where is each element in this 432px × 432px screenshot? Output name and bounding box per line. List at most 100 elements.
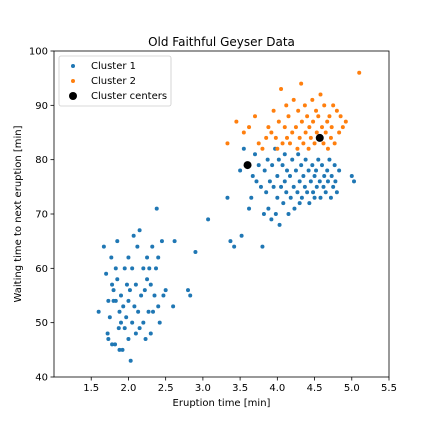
data-point-cluster-1 — [135, 244, 140, 249]
data-point-cluster-2 — [299, 119, 304, 124]
legend: Cluster 1 Cluster 2 Cluster centers — [58, 55, 172, 107]
data-point-cluster-1 — [239, 233, 244, 238]
data-point-cluster-1 — [297, 201, 302, 206]
data-point-cluster-2 — [296, 108, 301, 113]
data-point-cluster-1 — [297, 179, 302, 184]
data-point-cluster-2 — [325, 119, 330, 124]
y-tick-label: 90 — [35, 101, 48, 112]
data-point-cluster-2 — [275, 146, 280, 151]
data-point-cluster-1 — [312, 173, 317, 178]
data-point-cluster-2 — [337, 130, 342, 135]
data-point-cluster-1 — [154, 206, 159, 211]
data-point-cluster-1 — [137, 228, 142, 233]
data-point-cluster-1 — [148, 331, 153, 336]
data-point-cluster-1 — [284, 190, 289, 195]
data-point-cluster-1 — [113, 298, 118, 303]
data-point-cluster-1 — [141, 266, 146, 271]
data-point-cluster-1 — [126, 336, 131, 341]
data-point-cluster-1 — [146, 309, 151, 314]
data-point-cluster-2 — [310, 97, 315, 102]
data-point-cluster-1 — [249, 195, 254, 200]
x-tick-label: 3.0 — [195, 383, 211, 394]
data-point-cluster-1 — [250, 173, 255, 178]
data-point-cluster-1 — [282, 152, 287, 157]
data-point-cluster-2 — [340, 125, 345, 130]
data-point-cluster-2 — [327, 114, 332, 119]
data-point-cluster-1 — [303, 157, 308, 162]
data-point-cluster-1 — [266, 206, 271, 211]
x-tick-label: 4.0 — [269, 383, 285, 394]
data-point-cluster-1 — [270, 163, 275, 168]
data-point-cluster-2 — [321, 141, 326, 146]
y-tick-label: 80 — [35, 155, 48, 166]
data-point-cluster-1 — [271, 184, 276, 189]
data-point-cluster-1 — [288, 195, 293, 200]
data-point-cluster-1 — [153, 266, 158, 271]
data-point-cluster-2 — [316, 114, 321, 119]
data-point-cluster-1 — [295, 190, 300, 195]
data-point-cluster-1 — [132, 304, 137, 309]
data-point-cluster-1 — [329, 173, 334, 178]
plot-area — [53, 50, 390, 378]
data-point-cluster-2 — [325, 146, 330, 151]
y-tick-label: 40 — [35, 373, 48, 384]
data-point-cluster-2 — [266, 125, 271, 130]
data-point-cluster-1 — [206, 217, 211, 222]
data-point-cluster-1 — [328, 195, 333, 200]
data-point-cluster-1 — [306, 168, 311, 173]
data-point-cluster-1 — [291, 184, 296, 189]
data-point-cluster-1 — [307, 201, 312, 206]
data-point-cluster-2 — [328, 135, 333, 140]
data-point-cluster-2 — [331, 103, 336, 108]
x-tick-label: 4.5 — [307, 383, 323, 394]
data-point-cluster-1 — [292, 206, 297, 211]
data-point-cluster-1 — [106, 298, 111, 303]
data-point-cluster-1 — [332, 163, 337, 168]
data-point-cluster-1 — [349, 173, 354, 178]
data-point-cluster-1 — [136, 309, 141, 314]
data-point-cluster-1 — [262, 168, 267, 173]
data-point-cluster-2 — [269, 130, 274, 135]
legend-marker-cluster-centers — [69, 92, 77, 100]
data-point-cluster-1 — [282, 179, 287, 184]
x-tick-label: 2.0 — [120, 383, 136, 394]
data-point-cluster-2 — [256, 141, 261, 146]
data-point-cluster-1 — [299, 195, 304, 200]
data-point-cluster-1 — [117, 309, 122, 314]
data-point-cluster-2 — [295, 146, 300, 151]
data-point-cluster-1 — [322, 173, 327, 178]
data-point-cluster-2 — [357, 70, 362, 75]
x-tick-label: 5.5 — [381, 383, 397, 394]
data-point-cluster-1 — [296, 152, 301, 157]
data-point-cluster-1 — [143, 336, 148, 341]
data-point-cluster-1 — [116, 326, 121, 331]
data-point-cluster-1 — [131, 233, 136, 238]
data-point-cluster-2 — [291, 97, 296, 102]
data-point-cluster-1 — [130, 266, 135, 271]
data-point-cluster-1 — [107, 315, 112, 320]
data-point-cluster-1 — [159, 239, 164, 244]
y-axis-label: Waiting time to next eruption [min] — [13, 125, 24, 302]
data-point-cluster-1 — [124, 282, 129, 287]
data-point-cluster-2 — [293, 125, 298, 130]
cluster-center-point — [243, 161, 252, 170]
x-tick-label: 1.5 — [83, 383, 99, 394]
data-point-cluster-1 — [117, 347, 122, 352]
data-point-cluster-1 — [254, 179, 259, 184]
data-point-cluster-1 — [310, 163, 315, 168]
data-point-cluster-2 — [280, 141, 285, 146]
data-point-cluster-1 — [106, 336, 111, 341]
data-point-cluster-1 — [275, 173, 280, 178]
data-point-cluster-1 — [286, 212, 291, 216]
data-point-cluster-2 — [247, 125, 252, 130]
data-point-cluster-1 — [145, 255, 150, 260]
data-point-cluster-1 — [312, 195, 317, 200]
data-point-cluster-2 — [314, 108, 319, 113]
data-point-cluster-1 — [127, 288, 132, 293]
data-point-cluster-1 — [110, 282, 115, 287]
data-point-cluster-1 — [299, 163, 304, 168]
x-tick-label: 5.0 — [344, 383, 360, 394]
data-point-cluster-1 — [113, 342, 118, 347]
data-point-cluster-1 — [228, 239, 233, 244]
data-point-cluster-1 — [128, 358, 133, 363]
